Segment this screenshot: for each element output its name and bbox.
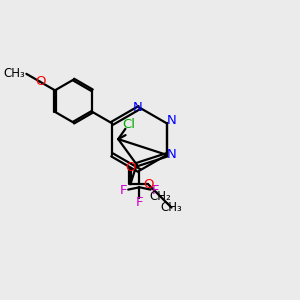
Text: O: O bbox=[35, 75, 45, 88]
Text: O: O bbox=[143, 178, 153, 191]
Text: O: O bbox=[125, 161, 136, 174]
Text: N: N bbox=[167, 114, 176, 127]
Text: CH₂: CH₂ bbox=[149, 190, 171, 203]
Text: F: F bbox=[136, 196, 143, 209]
Text: F: F bbox=[120, 184, 127, 197]
Text: CH₃: CH₃ bbox=[3, 67, 25, 80]
Text: F: F bbox=[152, 184, 159, 197]
Text: Cl: Cl bbox=[122, 118, 135, 131]
Text: N: N bbox=[167, 148, 177, 161]
Text: CH₃: CH₃ bbox=[160, 201, 182, 214]
Text: N: N bbox=[133, 101, 143, 114]
